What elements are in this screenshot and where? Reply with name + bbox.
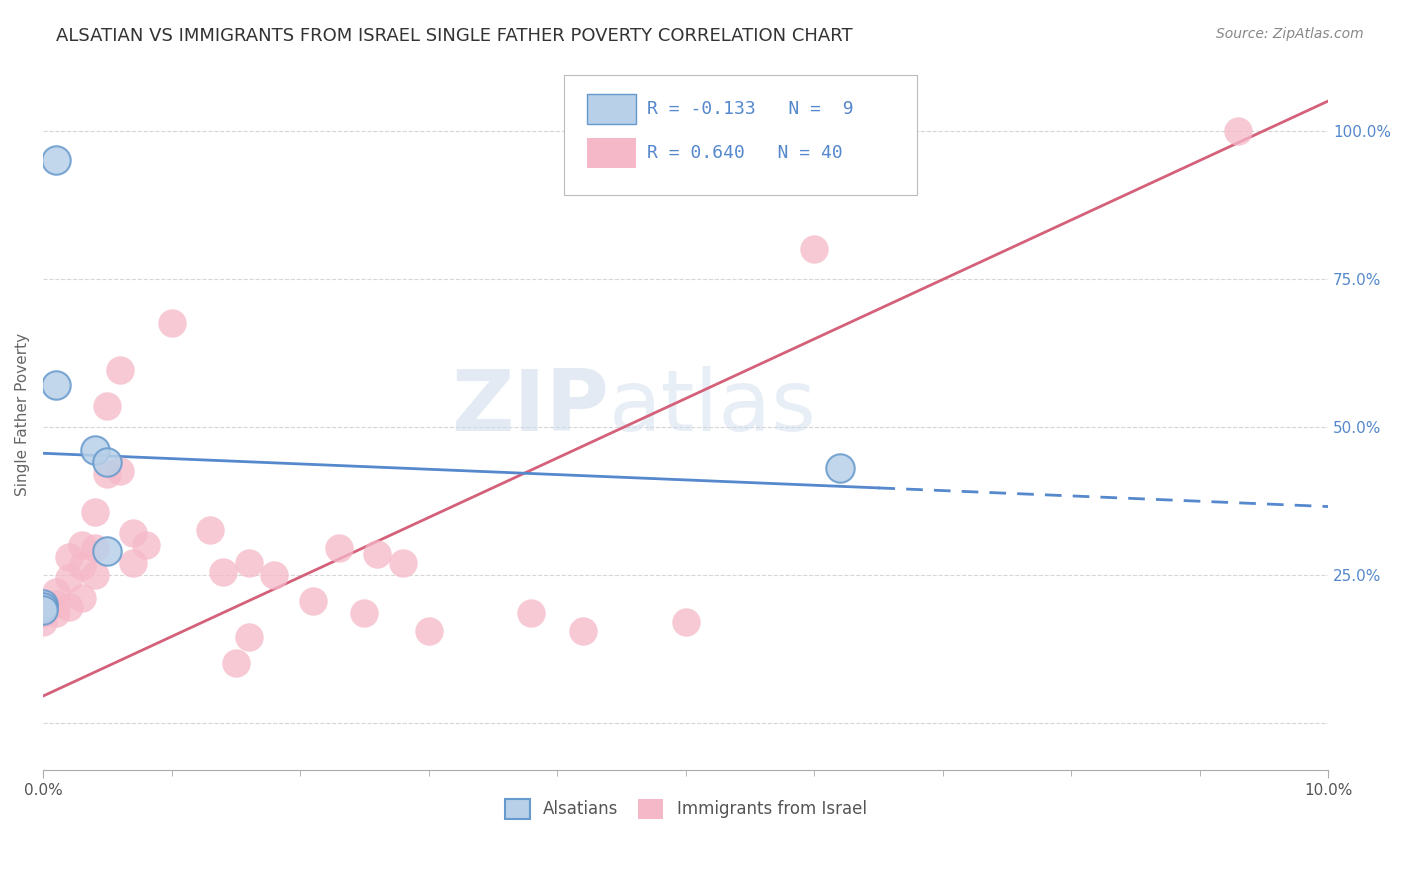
- Point: [828, 461, 851, 475]
- Point: [58, 549, 80, 564]
- Point: [58, 600, 80, 615]
- Point: [32, 597, 55, 611]
- Point: [96, 399, 118, 413]
- Point: [238, 630, 260, 644]
- Point: [45, 606, 67, 620]
- Point: [572, 624, 595, 638]
- Point: [418, 624, 440, 638]
- Legend: Alsatians, Immigrants from Israel: Alsatians, Immigrants from Israel: [498, 792, 873, 826]
- Point: [45, 585, 67, 599]
- Point: [353, 606, 375, 620]
- Point: [45, 378, 67, 392]
- Text: R = -0.133   N =  9: R = -0.133 N = 9: [647, 100, 853, 118]
- Point: [135, 538, 157, 552]
- Point: [366, 547, 388, 561]
- Point: [328, 541, 350, 555]
- Point: [212, 565, 235, 579]
- Point: [803, 242, 825, 256]
- Point: [32, 597, 55, 611]
- Point: [45, 153, 67, 168]
- Text: Source: ZipAtlas.com: Source: ZipAtlas.com: [1216, 27, 1364, 41]
- FancyBboxPatch shape: [586, 94, 636, 123]
- Point: [110, 363, 132, 377]
- Point: [83, 443, 105, 458]
- Point: [122, 556, 145, 570]
- Point: [83, 506, 105, 520]
- Text: atlas: atlas: [609, 367, 817, 450]
- Point: [96, 467, 118, 481]
- Point: [32, 615, 55, 629]
- Point: [83, 541, 105, 555]
- Y-axis label: Single Father Poverty: Single Father Poverty: [15, 334, 30, 496]
- Point: [110, 464, 132, 478]
- Point: [83, 567, 105, 582]
- Point: [96, 455, 118, 469]
- Point: [32, 600, 55, 615]
- Point: [160, 316, 183, 330]
- Point: [238, 556, 260, 570]
- Point: [200, 523, 222, 537]
- Point: [32, 603, 55, 617]
- Point: [520, 606, 543, 620]
- Point: [1227, 123, 1250, 137]
- Text: ALSATIAN VS IMMIGRANTS FROM ISRAEL SINGLE FATHER POVERTY CORRELATION CHART: ALSATIAN VS IMMIGRANTS FROM ISRAEL SINGL…: [56, 27, 853, 45]
- Point: [96, 544, 118, 558]
- Point: [122, 526, 145, 541]
- Point: [32, 606, 55, 620]
- Point: [70, 558, 93, 573]
- Point: [302, 594, 325, 608]
- Text: R = 0.640   N = 40: R = 0.640 N = 40: [647, 145, 842, 162]
- FancyBboxPatch shape: [564, 75, 917, 194]
- Text: ZIP: ZIP: [451, 367, 609, 450]
- Point: [70, 538, 93, 552]
- Point: [392, 556, 415, 570]
- Point: [225, 657, 247, 671]
- FancyBboxPatch shape: [586, 138, 636, 169]
- Point: [70, 591, 93, 606]
- Point: [263, 567, 285, 582]
- Point: [45, 597, 67, 611]
- Point: [675, 615, 697, 629]
- Point: [58, 571, 80, 585]
